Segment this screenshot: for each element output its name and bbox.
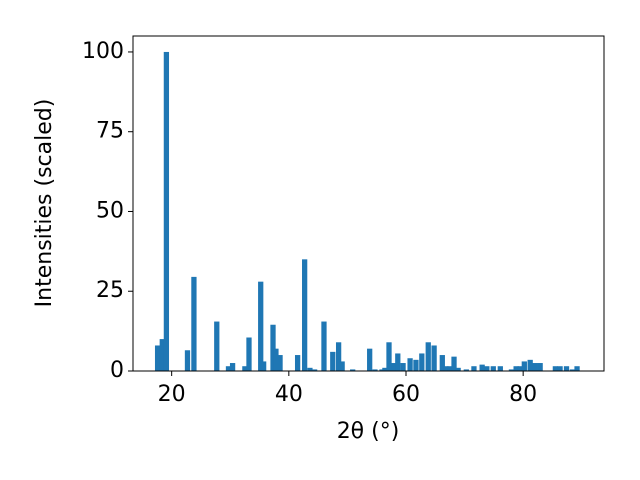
bar	[569, 369, 576, 371]
bar	[242, 366, 248, 371]
bar	[258, 281, 264, 371]
bar	[154, 345, 161, 371]
x-axis-label: 2θ (°)	[337, 419, 400, 444]
bar	[443, 366, 449, 371]
bar	[261, 361, 267, 371]
bar	[439, 355, 445, 371]
bar	[339, 361, 345, 371]
bar	[419, 353, 425, 371]
bar	[497, 366, 503, 371]
y-axis-label: Intensities (scaled)	[32, 99, 57, 308]
bar	[400, 363, 406, 371]
bar	[273, 348, 279, 371]
bar	[513, 366, 519, 371]
bar	[229, 363, 236, 371]
bar	[431, 345, 437, 371]
bar	[191, 276, 197, 371]
y-tick-label: 50	[96, 198, 124, 223]
bar	[311, 369, 318, 371]
bar	[246, 337, 252, 371]
bar	[552, 366, 559, 371]
bar	[537, 363, 543, 371]
bar	[574, 366, 580, 371]
bar	[557, 366, 563, 371]
x-tick-label: 60	[392, 382, 420, 407]
bar	[508, 369, 515, 371]
y-tick-label: 75	[96, 119, 124, 144]
bar	[391, 363, 397, 371]
bar	[471, 366, 477, 371]
bar	[395, 353, 401, 371]
bar	[277, 355, 283, 371]
bar	[214, 321, 220, 371]
x-tick-label: 80	[509, 382, 537, 407]
bar	[307, 367, 313, 371]
bar	[413, 359, 419, 371]
bar	[521, 361, 527, 371]
bar	[159, 339, 165, 371]
bar	[425, 342, 431, 371]
bar	[163, 51, 170, 371]
bar	[367, 348, 373, 371]
bar	[379, 369, 385, 371]
y-tick-label: 0	[110, 358, 124, 383]
x-tick-label: 20	[158, 382, 186, 407]
plot-frame	[132, 35, 605, 372]
bar	[321, 321, 327, 371]
bar	[184, 350, 191, 371]
bar	[335, 342, 342, 371]
bar	[386, 342, 392, 371]
bar	[225, 366, 232, 371]
bar	[490, 366, 496, 371]
bar	[563, 366, 570, 371]
bar	[294, 355, 301, 371]
bar	[270, 324, 276, 371]
bar	[463, 369, 469, 371]
bar	[447, 366, 453, 371]
y-tick-label: 25	[96, 278, 124, 303]
bar	[382, 367, 388, 371]
x-tick-label: 40	[275, 382, 303, 407]
bar	[532, 363, 538, 371]
bar	[517, 366, 523, 371]
bar	[330, 351, 336, 371]
bar	[527, 359, 533, 371]
bar	[484, 366, 490, 371]
bar	[455, 367, 461, 371]
bar	[479, 364, 485, 371]
bar	[350, 369, 356, 371]
bar	[372, 369, 378, 371]
y-tick-label: 100	[82, 39, 124, 64]
bar	[451, 356, 457, 371]
bar	[407, 358, 413, 371]
bar	[302, 259, 308, 371]
